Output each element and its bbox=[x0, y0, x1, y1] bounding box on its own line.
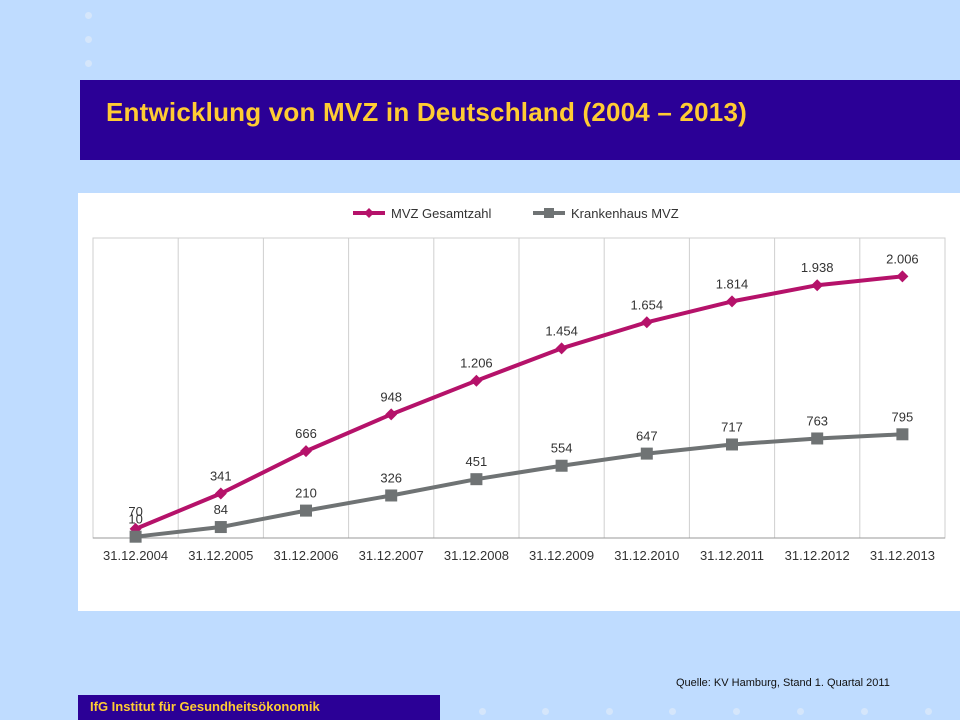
source-note: Quelle: KV Hamburg, Stand 1. Quartal 201… bbox=[676, 677, 890, 689]
legend-marker bbox=[364, 208, 374, 218]
data-label: 451 bbox=[466, 454, 488, 469]
decor-dot bbox=[669, 708, 676, 715]
data-label: 84 bbox=[214, 502, 228, 517]
data-label: 1.938 bbox=[801, 260, 834, 275]
data-label: 326 bbox=[380, 470, 402, 485]
data-point bbox=[470, 374, 483, 387]
decor-dot bbox=[85, 60, 92, 67]
data-point bbox=[726, 438, 738, 451]
x-tick-label: 31.12.2011 bbox=[700, 548, 764, 563]
data-label: 948 bbox=[380, 389, 402, 404]
data-label: 10 bbox=[128, 512, 142, 527]
title-bar: Entwicklung von MVZ in Deutschland (2004… bbox=[80, 80, 960, 160]
legend-label: Krankenhaus MVZ bbox=[571, 206, 679, 221]
data-point bbox=[129, 530, 142, 543]
data-label: 341 bbox=[210, 469, 232, 484]
data-label: 1.814 bbox=[716, 276, 749, 291]
decor-dot bbox=[925, 708, 932, 715]
data-label: 1.454 bbox=[545, 323, 578, 338]
data-point bbox=[470, 473, 483, 486]
data-label: 70 bbox=[128, 504, 142, 519]
footer-bar: IfG Institut für Gesundheitsökonomik bbox=[78, 695, 440, 720]
x-tick-label: 31.12.2006 bbox=[273, 548, 338, 563]
data-label: 763 bbox=[806, 413, 828, 428]
data-point bbox=[214, 521, 227, 534]
data-point bbox=[640, 316, 653, 329]
data-label: 795 bbox=[892, 409, 914, 424]
decor-dot bbox=[606, 708, 613, 715]
data-point bbox=[811, 279, 824, 292]
legend-marker bbox=[544, 208, 554, 218]
x-tick-label: 31.12.2005 bbox=[188, 548, 253, 563]
x-tick-label: 31.12.2009 bbox=[529, 548, 594, 563]
decor-dot bbox=[861, 708, 868, 715]
data-point bbox=[555, 342, 568, 355]
x-tick-label: 31.12.2012 bbox=[785, 548, 850, 563]
data-point bbox=[300, 445, 312, 458]
decor-dot bbox=[479, 708, 486, 715]
data-label: 1.206 bbox=[460, 356, 493, 371]
footer-institute: IfG Institut für Gesundheitsökonomik bbox=[90, 699, 320, 714]
data-point bbox=[896, 428, 909, 441]
data-point bbox=[811, 432, 824, 445]
series-line bbox=[134, 274, 903, 531]
data-point bbox=[640, 447, 653, 460]
x-tick-label: 31.12.2010 bbox=[614, 548, 679, 563]
data-label: 2.006 bbox=[886, 251, 919, 266]
decor-dot bbox=[797, 708, 804, 715]
x-tick-label: 31.12.2004 bbox=[103, 548, 168, 563]
decor-dot bbox=[85, 12, 92, 19]
data-point bbox=[555, 459, 568, 472]
legend-label: MVZ Gesamtzahl bbox=[391, 206, 492, 221]
data-label: 554 bbox=[551, 441, 573, 456]
chart-panel: 31.12.2004 31.12.2005 31.12.2006 31.12.2007… bbox=[78, 193, 960, 611]
decor-dot bbox=[733, 708, 740, 715]
data-point bbox=[385, 489, 398, 502]
x-tick-label: 31.12.2007 bbox=[359, 548, 424, 563]
decor-dot bbox=[85, 36, 92, 43]
line-chart: 31.12.2004 31.12.2005 31.12.2006 31.12.2007… bbox=[92, 206, 946, 563]
data-point bbox=[896, 270, 909, 283]
slide-title: Entwicklung von MVZ in Deutschland (2004… bbox=[106, 97, 747, 127]
data-point bbox=[385, 408, 398, 421]
data-point bbox=[726, 295, 738, 308]
data-label: 717 bbox=[721, 419, 743, 434]
x-tick-label: 31.12.2013 bbox=[870, 548, 935, 563]
x-tick-label: 31.12.2008 bbox=[444, 548, 509, 563]
decor-dot bbox=[542, 708, 549, 715]
data-label: 210 bbox=[295, 486, 317, 501]
data-label: 647 bbox=[636, 429, 658, 444]
data-point bbox=[300, 504, 312, 517]
data-label: 1.654 bbox=[631, 297, 664, 312]
series-line bbox=[135, 432, 903, 539]
data-point bbox=[214, 487, 227, 500]
data-label: 666 bbox=[295, 426, 317, 441]
